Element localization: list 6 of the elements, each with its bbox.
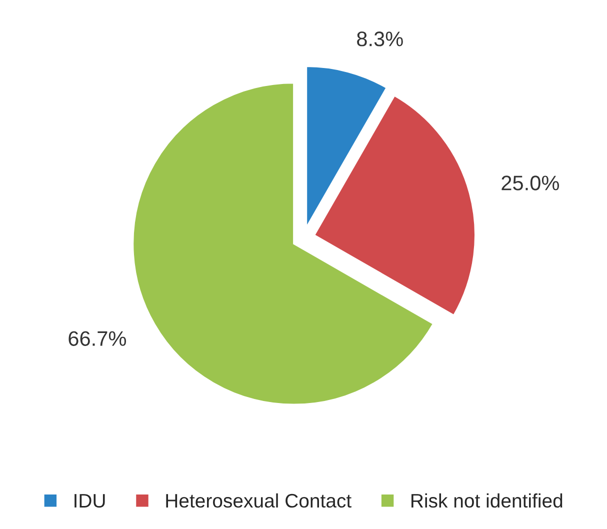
legend-label: IDU [74, 494, 105, 508]
legend-label: Heterosexual Contact [166, 493, 352, 508]
legend-label: Risk not identified [412, 493, 562, 508]
data-label: 8.3% [357, 32, 403, 46]
data-label: 25.0% [502, 176, 559, 190]
data-label: 66.7% [68, 331, 126, 346]
